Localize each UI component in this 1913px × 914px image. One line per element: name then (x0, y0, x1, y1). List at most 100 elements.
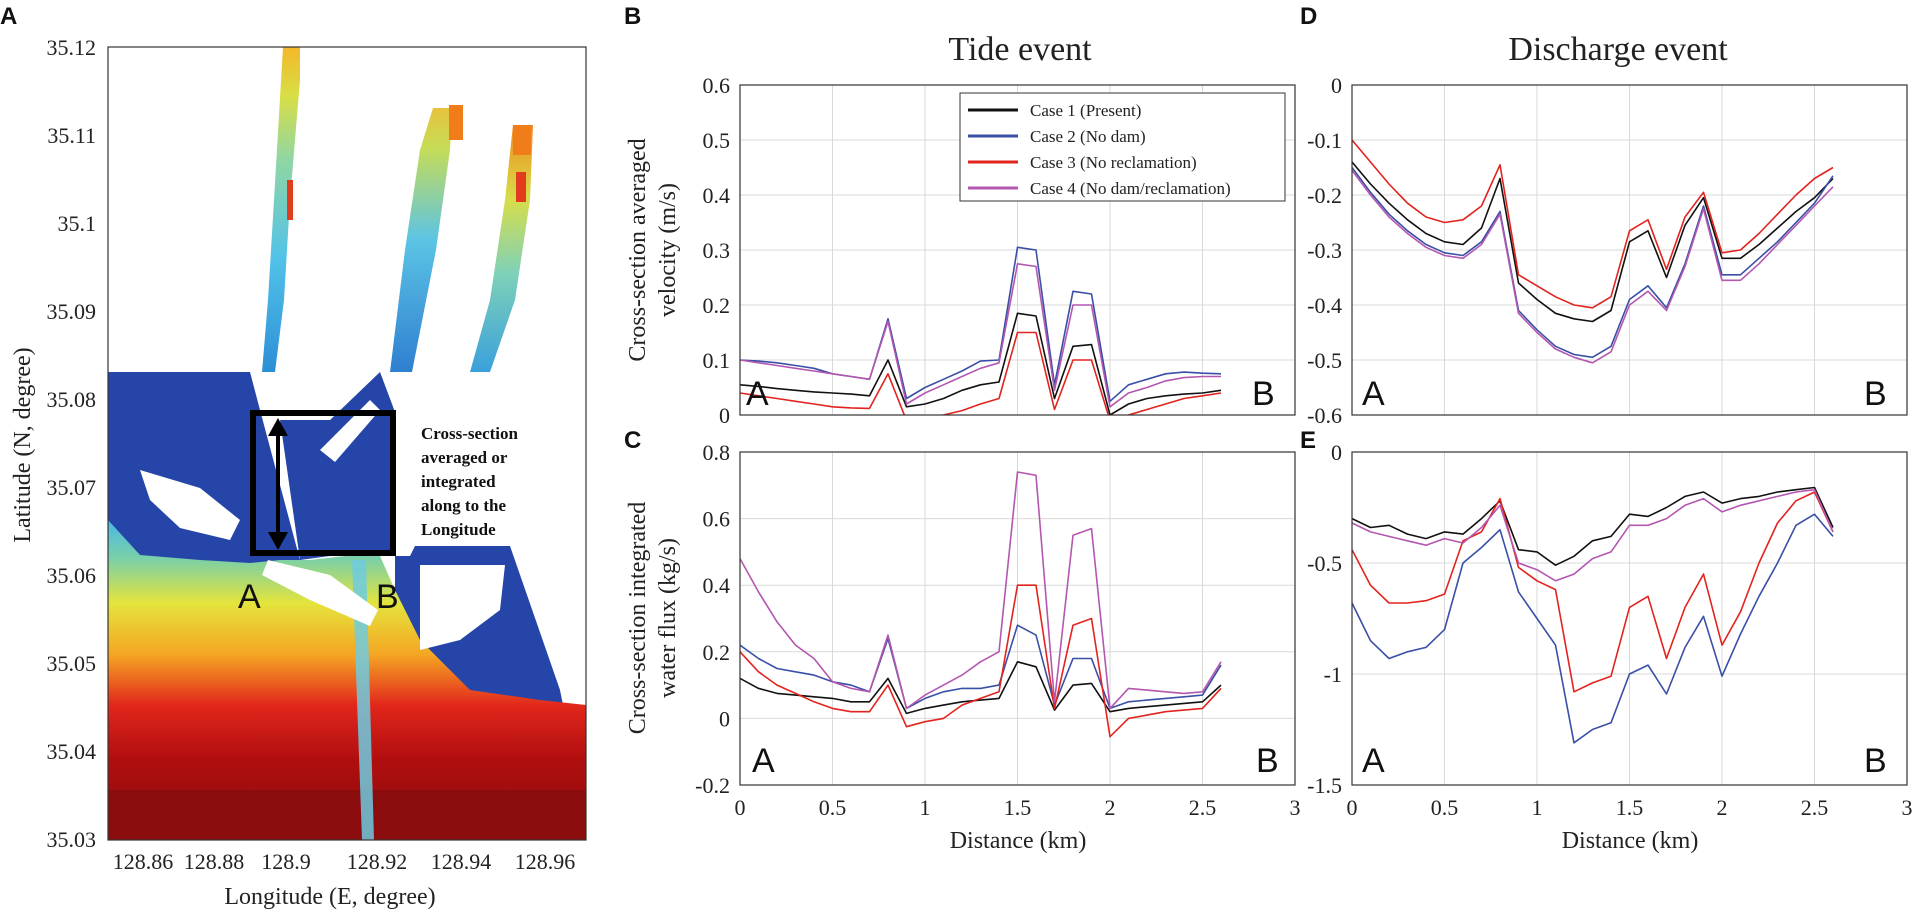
map-frame (107, 46, 587, 841)
panel-c-end-label: B (1256, 742, 1279, 780)
panel-e-ytick-3: -0.5 (1307, 551, 1342, 576)
panel-d-ytick-2: -0.5 (1307, 348, 1342, 373)
map-xtick-6: 128.96 (515, 849, 576, 874)
panel-d-grid (1352, 85, 1907, 415)
legend-label-case1: Case 1 (Present) (1030, 101, 1141, 120)
panel-d-ytick-4: -0.3 (1307, 238, 1342, 263)
map-ytick-3: 35.1 (58, 211, 97, 236)
panel-c-xtick-4: 1.5 (1004, 795, 1032, 820)
channel-east-hotspot (516, 172, 526, 202)
map-xtick-2: 128.88 (184, 849, 245, 874)
annotation-line-1: Cross-section (421, 424, 518, 443)
map-ytick-5: 35.08 (47, 387, 97, 412)
panel-b-series (740, 246, 1222, 415)
channel-middle (390, 108, 452, 372)
panel-c-xtick-7: 3 (1290, 795, 1301, 820)
map-ytick-8: 35.05 (47, 651, 97, 676)
panel-c-series-case3 (740, 584, 1222, 738)
panel-e-xtick-3: 1 (1532, 795, 1543, 820)
annotation-line-3: integrated (421, 472, 496, 491)
panel-c-series-case1 (740, 660, 1222, 715)
panel-b-letter: B (624, 3, 641, 30)
legend: Case 1 (Present) Case 2 (No dam) Case 3 … (959, 92, 1286, 202)
panel-c-y-label-line-1: Cross-section integrated (625, 502, 651, 735)
panel-b-ytick-4: 0.3 (703, 238, 731, 263)
panel-b-ytick-2: 0.1 (703, 348, 731, 373)
panel-b-start-label: A (746, 375, 769, 413)
cross-section-box (250, 410, 396, 556)
arrow-head-down (268, 532, 288, 550)
panel-a-map: A (0, 3, 587, 910)
panel-b-series-case1 (740, 312, 1222, 415)
map-xtick-4: 128.92 (347, 849, 408, 874)
panel-e-xtick-1: 0 (1347, 795, 1358, 820)
panel-c-ytick-2: 0 (719, 706, 730, 731)
panel-c-chart: C -0.200.20.40.60.8 0 0.5 1 1.5 2 2.5 3 A B Di… (624, 427, 1301, 854)
panel-c-ytick-6: 0.8 (703, 440, 731, 465)
panel-e-xtick-6: 2.5 (1801, 795, 1829, 820)
map-ytick-4: 35.09 (47, 299, 97, 324)
panel-e-series-case2 (1352, 513, 1834, 744)
channel-east-tip (513, 125, 531, 155)
panel-b-ytick-7: 0.6 (703, 73, 731, 98)
panel-b-ytick-3: 0.2 (703, 293, 731, 318)
map-ytick-10: 35.03 (47, 827, 97, 852)
panel-d-letter: D (1300, 3, 1317, 30)
panel-e-xtick-7: 3 (1902, 795, 1913, 820)
panel-d-end-label: B (1864, 375, 1887, 413)
panel-e-end-label: B (1864, 742, 1887, 780)
panel-d-ytick-3: -0.4 (1307, 293, 1342, 318)
panel-d-start-label: A (1362, 375, 1385, 413)
panel-e-letter: E (1300, 427, 1316, 454)
panel-c-letter: C (624, 427, 641, 454)
panel-b-end-label: B (1252, 375, 1275, 413)
panel-d-frame (1351, 84, 1908, 416)
tide-event-title: Tide event (948, 31, 1092, 68)
panel-c-frame (739, 451, 1296, 786)
panel-d-series-case1 (1352, 161, 1834, 323)
map-xtick-5: 128.94 (431, 849, 492, 874)
panel-c-xtick-5: 2 (1105, 795, 1116, 820)
legend-label-case2: Case 2 (No dam) (1030, 127, 1146, 146)
map-ytick-9: 35.04 (47, 739, 97, 764)
map-ytick-1: 35.12 (47, 35, 97, 60)
coastal-velocity-band (108, 520, 586, 840)
panel-c-y-ticks: -0.2 0 0.2 0.4 0.6 0.8 (695, 440, 730, 798)
panel-b-y-label-line-1: Cross-section averaged (625, 138, 651, 361)
map-point-a: A (238, 578, 261, 616)
map-xtick-1: 128.86 (113, 849, 174, 874)
panel-e-series-case4 (1352, 488, 1834, 582)
panel-c-series-case2 (740, 624, 1222, 710)
panel-c-x-ticks: 0 0.5 1 1.5 2 2.5 3 (735, 795, 1301, 820)
panel-b-ytick-6: 0.5 (703, 128, 731, 153)
panel-c-ytick-1: -0.2 (695, 773, 730, 798)
panel-a-letter: A (0, 3, 17, 30)
panel-b-chart: B 0 0.1 0.2 0.3 0.4 0.5 0.6 A B Cross-section … (624, 3, 1296, 428)
panel-e-start-label: A (1362, 742, 1385, 780)
panel-b-ytick-5: 0.4 (703, 183, 731, 208)
panel-b-frame (739, 84, 1296, 416)
map-ytick-7: 35.06 (47, 563, 97, 588)
panel-e-x-ticks: 0 0.5 1 1.5 2 2.5 3 (1347, 795, 1913, 820)
map-y-axis-label: Latitude (N, degree) (10, 347, 36, 542)
channel-middle-tip (449, 105, 463, 140)
panel-e-xtick-4: 1.5 (1616, 795, 1644, 820)
cross-section-annotation: Cross-section averaged or integrated alo… (421, 424, 518, 539)
map-x-ticks: 128.86 128.88 128.9 128.92 128.94 128.96 (113, 849, 576, 874)
panel-c-xtick-3: 1 (920, 795, 931, 820)
panel-d-series-case4 (1352, 169, 1834, 364)
panel-e-y-ticks: -1.5 -1 -0.5 0 (1307, 440, 1342, 798)
panel-c-xtick-6: 2.5 (1189, 795, 1217, 820)
panel-c-series-case4 (740, 471, 1222, 710)
panel-b-y-ticks: 0 0.1 0.2 0.3 0.4 0.5 0.6 (703, 73, 731, 428)
annotation-line-4: along to the (421, 496, 506, 515)
panel-d-chart: D -0.6 -0.5 -0.4 -0.3 -0.2 -0.1 0 A B (1300, 3, 1908, 428)
panel-e-xtick-2: 0.5 (1431, 795, 1459, 820)
panel-b-y-label-line-2: velocity (m/s) (655, 183, 681, 317)
panel-d-ytick-1: -0.6 (1307, 403, 1342, 428)
panel-e-ytick-1: -1.5 (1307, 773, 1342, 798)
panel-e-frame (1351, 451, 1908, 786)
channel-west (262, 47, 300, 372)
map-ytick-6: 35.07 (47, 475, 97, 500)
arrow-head-up (268, 418, 288, 436)
